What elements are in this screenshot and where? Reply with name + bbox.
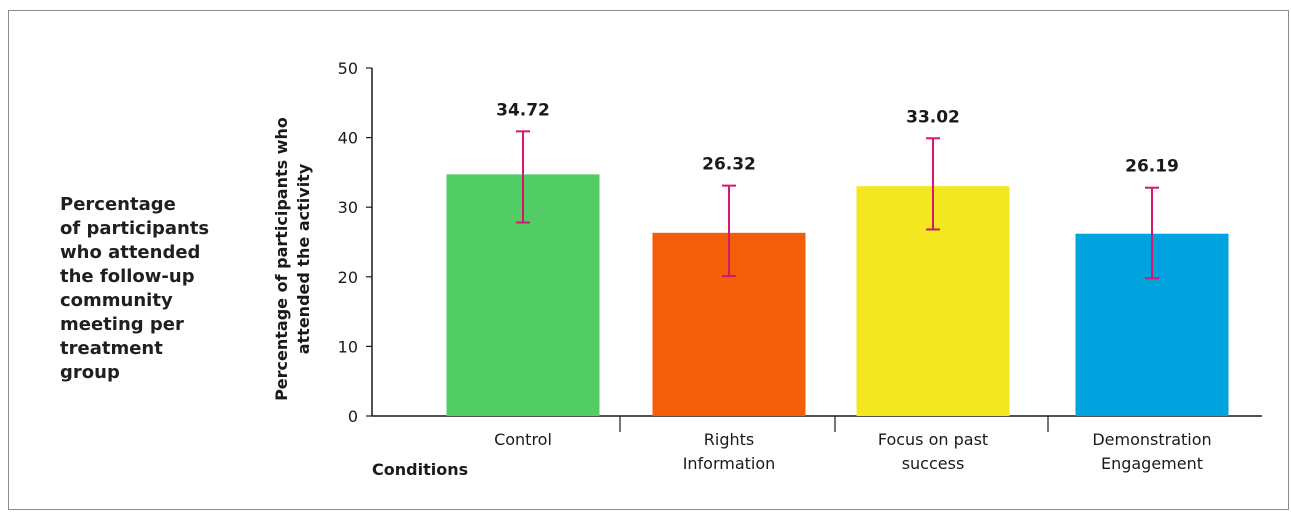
side-caption: Percentage of participants who attended the… — [60, 193, 260, 385]
y-tick-label: 40 — [338, 129, 358, 148]
y-tick-label: 20 — [338, 268, 358, 287]
y-axis-label: attended the activity — [294, 163, 313, 354]
x-axis-label: Conditions — [372, 460, 468, 479]
data-label: 26.19 — [1125, 157, 1179, 177]
caption-line: community — [60, 290, 173, 311]
y-tick-label: 10 — [338, 337, 358, 356]
caption-line: the follow-up — [60, 266, 195, 287]
caption-line: group — [60, 362, 120, 383]
x-tick-label: Demonstration — [1092, 430, 1211, 449]
caption-line: meeting per — [60, 314, 184, 335]
caption-line: who attended — [60, 242, 201, 263]
y-tick-label: 30 — [338, 198, 358, 217]
x-tick-label: Rights — [704, 430, 754, 449]
chart-frame — [8, 10, 1289, 510]
data-label: 33.02 — [906, 107, 960, 127]
caption-line: treatment — [60, 338, 163, 359]
x-tick-label: Focus on past — [878, 430, 988, 449]
x-tick-label: success — [902, 454, 965, 473]
x-tick-label: Control — [494, 430, 552, 449]
data-label: 34.72 — [496, 100, 550, 120]
caption-line: Percentage — [60, 194, 176, 215]
y-axis-label: Percentage of participants who — [272, 117, 291, 401]
x-tick-label: Information — [683, 454, 776, 473]
data-label: 26.32 — [702, 155, 756, 175]
y-tick-label: 0 — [348, 407, 358, 426]
x-tick-label: Engagement — [1101, 454, 1203, 473]
y-tick-label: 50 — [338, 59, 358, 78]
caption-line: of participants — [60, 218, 210, 239]
